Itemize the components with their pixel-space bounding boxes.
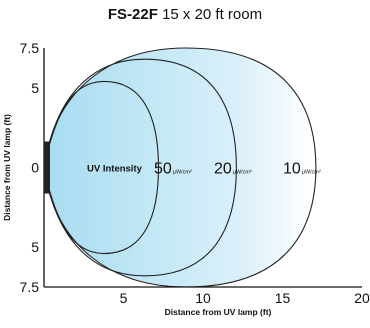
uv-field-fill: [45, 48, 316, 287]
y-tick-5: 5: [31, 239, 39, 255]
y-tick-7.5: 7.5: [20, 40, 40, 56]
y-tick-5: 5: [31, 80, 39, 96]
x-tick-10: 10: [195, 290, 211, 306]
y-tick-0: 0: [31, 160, 39, 176]
intensity-annotations: UV Intensity 50μW/cm² 20μW/cm² 10μW/cm²: [87, 161, 321, 178]
x-tick-15: 15: [275, 290, 291, 306]
y-tick-7.5: 7.5: [20, 279, 40, 295]
intensity-value-10: 10μW/cm²: [283, 161, 321, 178]
x-tick-20: 20: [354, 290, 370, 306]
y-axis-label: Distance from UV lamp (ft): [2, 114, 12, 221]
model-name: FS-22F: [107, 6, 158, 23]
tick-labels: 5 10 15 20 7.5 5 0 5 7.5: [20, 40, 370, 306]
intensity-value-50: 50μW/cm²: [154, 161, 192, 178]
intensity-fill-layer: [45, 48, 316, 287]
room-size: 15 x 20 ft room: [162, 6, 263, 23]
x-tick-5: 5: [120, 290, 128, 306]
intensity-value-20: 20μW/cm²: [214, 161, 252, 178]
x-axis-label: Distance from UV lamp (ft): [165, 307, 272, 317]
contour-outline-layer: [44, 47, 317, 288]
contour-50: [44, 80, 160, 255]
contour-10: [44, 47, 317, 288]
contour-20: [44, 58, 237, 277]
page-title: FS-22F 15 x 20 ft room: [0, 6, 370, 23]
uv-lamp-icon: [44, 141, 50, 194]
uv-intensity-label: UV Intensity: [87, 164, 143, 175]
